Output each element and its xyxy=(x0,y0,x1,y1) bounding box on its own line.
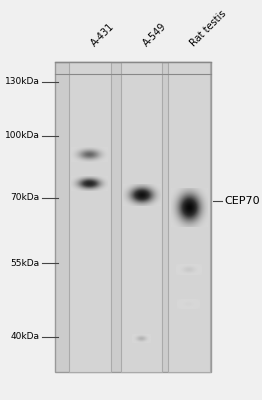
Text: 130kDa: 130kDa xyxy=(5,77,40,86)
Text: 70kDa: 70kDa xyxy=(10,193,40,202)
FancyBboxPatch shape xyxy=(168,62,210,372)
FancyBboxPatch shape xyxy=(55,62,211,372)
Text: Rat testis: Rat testis xyxy=(189,9,229,49)
FancyBboxPatch shape xyxy=(69,62,111,372)
Text: 100kDa: 100kDa xyxy=(5,131,40,140)
Text: A-431: A-431 xyxy=(90,22,117,49)
Text: 40kDa: 40kDa xyxy=(10,332,40,341)
Text: CEP70: CEP70 xyxy=(224,196,260,206)
Text: 55kDa: 55kDa xyxy=(10,259,40,268)
FancyBboxPatch shape xyxy=(121,62,162,372)
Text: A-549: A-549 xyxy=(141,22,169,49)
